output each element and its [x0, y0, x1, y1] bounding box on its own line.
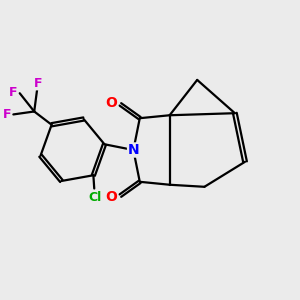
Text: O: O: [106, 96, 118, 110]
Text: F: F: [3, 108, 11, 121]
Text: F: F: [9, 86, 18, 99]
Text: F: F: [34, 77, 43, 90]
Text: O: O: [106, 190, 118, 204]
Text: Cl: Cl: [88, 191, 101, 204]
Text: N: N: [128, 143, 139, 157]
